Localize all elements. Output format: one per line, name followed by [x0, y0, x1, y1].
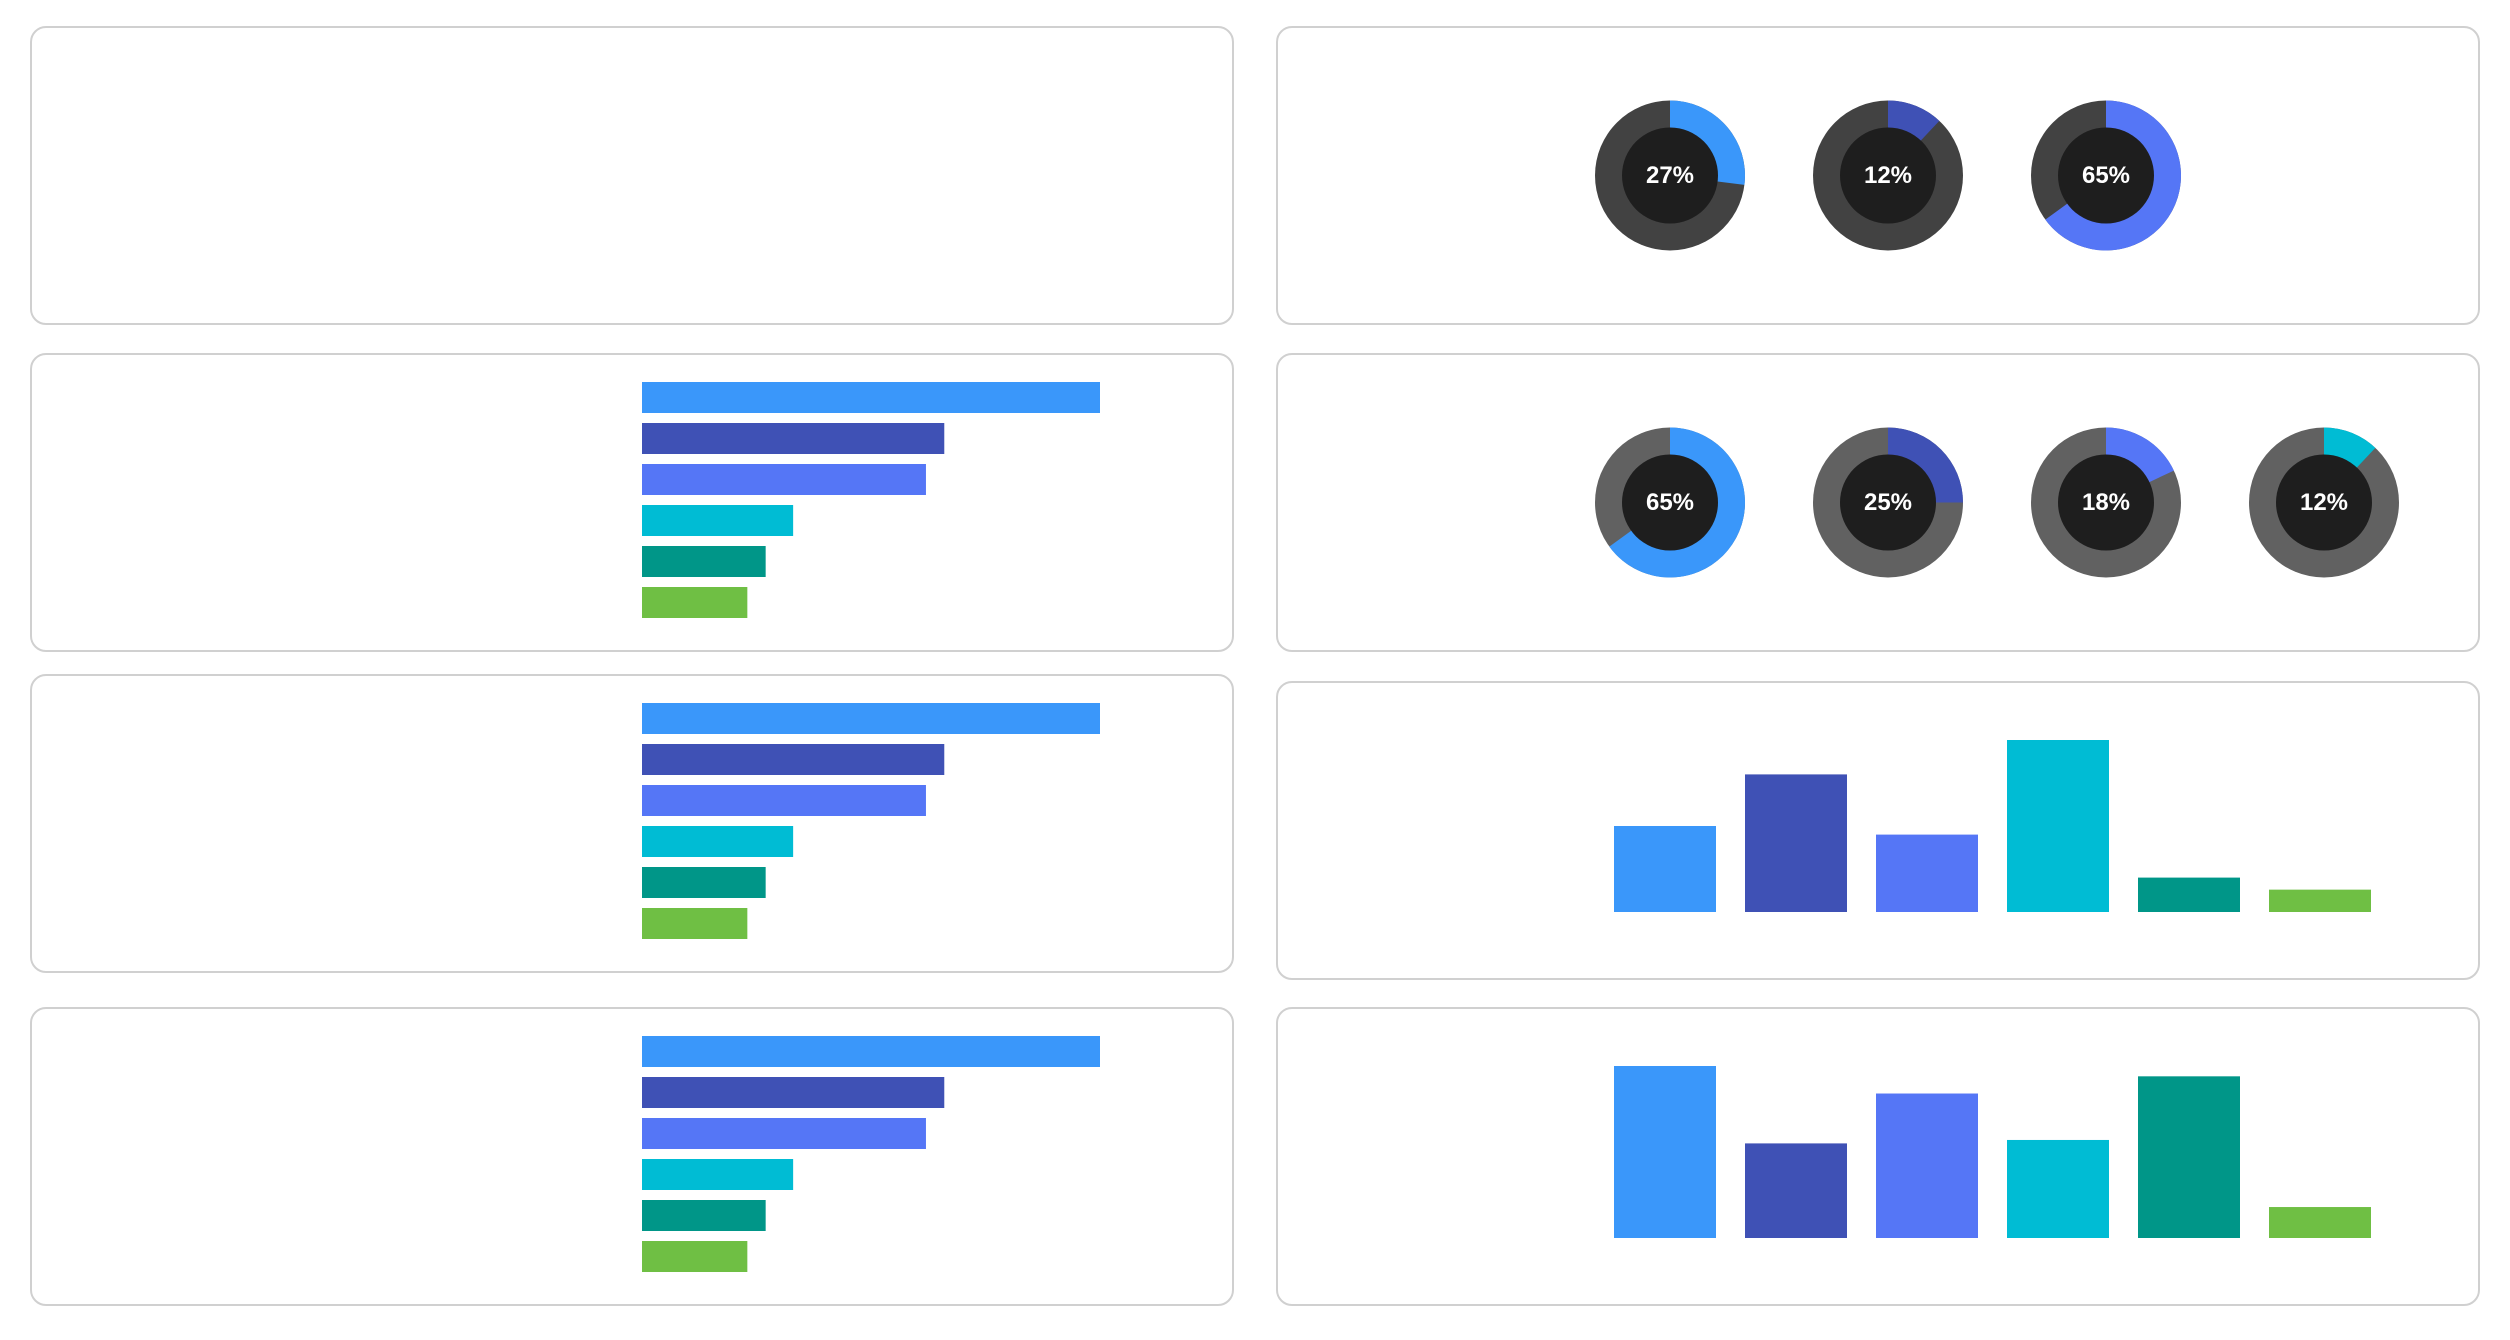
hbar-chart-2	[642, 703, 1100, 939]
bar-4	[642, 505, 794, 536]
donut-1: 65%	[1595, 427, 1745, 578]
hbar-panel-2	[30, 674, 1234, 973]
bar-5	[642, 867, 766, 898]
bar-2	[1745, 1143, 1847, 1238]
bar-6	[2269, 1207, 2371, 1238]
donut-hole	[1622, 454, 1718, 551]
bar-4	[2007, 740, 2109, 912]
hbar-panel-3	[30, 1007, 1234, 1306]
bar-5	[2138, 877, 2240, 912]
bar-1	[642, 703, 1100, 734]
donut-chart-1: 27% 12% 65%	[1595, 100, 2181, 251]
donut-hole	[2276, 454, 2372, 551]
donut-3: 65%	[2031, 100, 2181, 251]
bar-3	[642, 785, 926, 816]
bar-1	[642, 382, 1100, 413]
bar-4	[642, 826, 794, 857]
donut-1: 27%	[1595, 100, 1745, 251]
donut-2: 12%	[1813, 100, 1963, 251]
bar-3	[1876, 1093, 1978, 1238]
bar-4	[642, 1159, 794, 1190]
donut-value-label: 18%	[2082, 489, 2130, 516]
donut-value-label: 25%	[1864, 489, 1912, 516]
bar-3	[642, 1118, 926, 1149]
bar-3	[642, 464, 926, 495]
donut-hole	[1840, 454, 1936, 551]
donut-panel-2: 65% 25% 18% 12%	[1276, 353, 2480, 652]
bar-5	[642, 1200, 766, 1231]
donut-2: 25%	[1813, 427, 1963, 578]
hbar-chart-3	[642, 1036, 1100, 1272]
bar-6	[642, 587, 748, 618]
donut-value-label: 12%	[1864, 162, 1912, 189]
bar-1	[1614, 1066, 1716, 1238]
hbar-panel-1	[30, 353, 1234, 652]
donut-hole	[2058, 454, 2154, 551]
bar-4	[2007, 1139, 2109, 1238]
donut-value-label: 65%	[2082, 162, 2130, 189]
bar-6	[2269, 889, 2371, 912]
donut-hole	[1622, 127, 1718, 224]
vbar-panel-2	[1276, 1007, 2480, 1306]
bar-6	[642, 908, 748, 939]
vbar-chart-1	[1614, 740, 2371, 912]
donut-3: 18%	[2031, 427, 2181, 578]
empty-panel	[30, 26, 1234, 325]
bar-2	[642, 423, 945, 454]
donut-value-label: 65%	[1646, 489, 1694, 516]
bar-1	[1614, 826, 1716, 912]
donut-value-label: 12%	[2300, 489, 2348, 516]
vbar-chart-2	[1614, 1066, 2371, 1238]
donut-chart-2: 65% 25% 18% 12%	[1595, 427, 2399, 578]
donut-hole	[1840, 127, 1936, 224]
hbar-chart-1	[642, 382, 1100, 618]
bar-6	[642, 1241, 748, 1272]
donut-panel-1: 27% 12% 65%	[1276, 26, 2480, 325]
bar-1	[642, 1036, 1100, 1067]
bar-2	[642, 744, 945, 775]
donut-value-label: 27%	[1646, 162, 1694, 189]
donut-4: 12%	[2249, 427, 2399, 578]
bar-2	[642, 1077, 945, 1108]
bar-5	[2138, 1076, 2240, 1238]
bar-3	[1876, 834, 1978, 912]
donut-hole	[2058, 127, 2154, 224]
vbar-panel-1	[1276, 681, 2480, 980]
bar-2	[1745, 774, 1847, 912]
bar-5	[642, 546, 766, 577]
